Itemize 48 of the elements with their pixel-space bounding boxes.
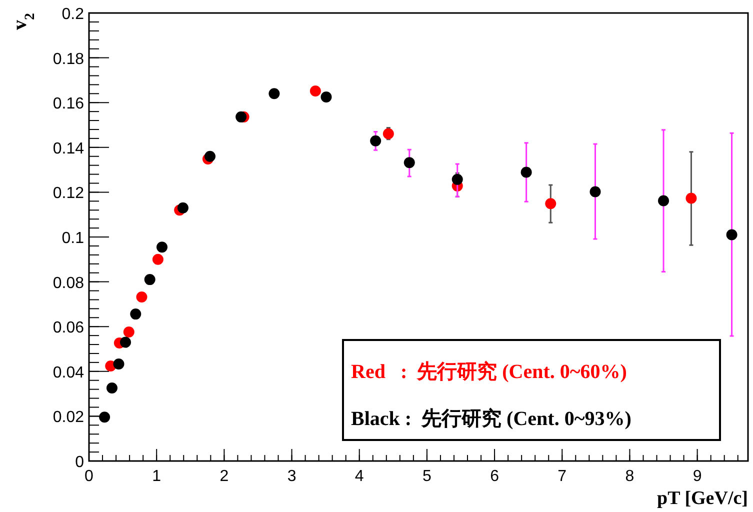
point — [136, 292, 148, 303]
y-tick-label: 0 — [75, 454, 84, 471]
point — [204, 150, 216, 162]
point — [177, 202, 188, 214]
y-tick-label: 0.04 — [52, 364, 84, 382]
y-tick-label: 0.08 — [52, 274, 84, 292]
point — [520, 166, 532, 178]
point — [99, 412, 110, 423]
point — [123, 326, 134, 338]
y-tick-label: 0.16 — [52, 96, 84, 113]
point — [452, 174, 463, 185]
x-tick-label: 3 — [287, 468, 296, 485]
y-tick-label: 0.1 — [62, 230, 84, 247]
point — [156, 242, 168, 253]
point — [320, 92, 332, 102]
point — [268, 88, 280, 100]
y-tick-label: 0.14 — [52, 140, 84, 158]
point — [726, 229, 738, 240]
point — [370, 135, 382, 146]
point — [545, 198, 556, 210]
point — [686, 192, 697, 204]
point — [310, 85, 321, 96]
x-tick-label: 6 — [490, 468, 500, 485]
point — [106, 382, 118, 394]
point — [120, 336, 131, 348]
legend: Red : 先行研究 (Cent. 0~60%) Black : 先行研究 (Cent. 0~93%) — [342, 339, 721, 441]
point — [130, 308, 142, 320]
point — [590, 186, 601, 198]
y-tick-label: 0.06 — [52, 320, 84, 337]
y-tick-label: 0.18 — [52, 50, 84, 68]
point — [404, 157, 415, 168]
x-tick-label: 7 — [558, 468, 567, 485]
point — [236, 111, 247, 122]
y-tick-label: 0.2 — [62, 6, 84, 23]
point — [658, 195, 670, 206]
x-tick-label: 8 — [625, 468, 634, 485]
x-tick-label: 2 — [220, 468, 229, 485]
x-tick-label: 4 — [354, 468, 364, 485]
point — [152, 254, 164, 265]
x-tick-label: 5 — [422, 468, 432, 485]
y-tick-label: 0.12 — [52, 185, 84, 202]
point — [113, 358, 124, 370]
y-tick-label: 0.02 — [52, 409, 84, 426]
point — [382, 128, 394, 140]
x-tick-label: 9 — [692, 468, 702, 485]
x-tick-label: 1 — [152, 468, 162, 485]
point — [144, 274, 156, 286]
x-axis-title: pT [GeV/c] — [657, 488, 748, 509]
